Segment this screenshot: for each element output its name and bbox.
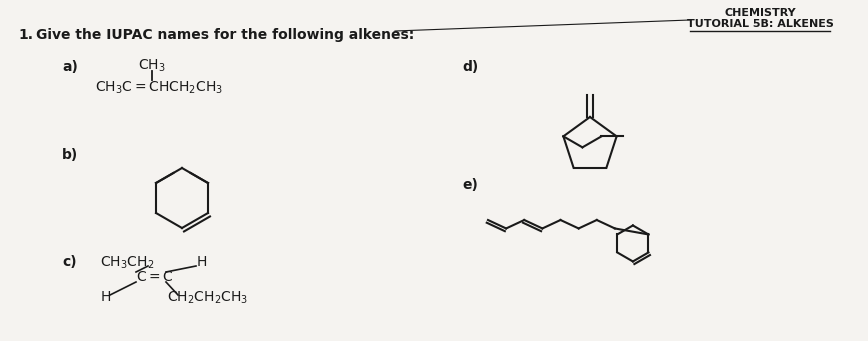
Text: $\mathregular{H}$: $\mathregular{H}$ <box>100 290 111 304</box>
Text: a): a) <box>62 60 78 74</box>
Text: $\mathregular{CH_3CH_2}$: $\mathregular{CH_3CH_2}$ <box>100 255 155 271</box>
Text: TUTORIAL 5B: ALKENES: TUTORIAL 5B: ALKENES <box>687 19 833 29</box>
Text: $\mathregular{C{=}C}$: $\mathregular{C{=}C}$ <box>136 270 174 284</box>
Text: 1.: 1. <box>18 28 33 42</box>
Text: $\mathregular{CH_3C{=}CHCH_2CH_3}$: $\mathregular{CH_3C{=}CHCH_2CH_3}$ <box>95 80 223 97</box>
Text: c): c) <box>62 255 76 269</box>
Text: d): d) <box>462 60 478 74</box>
Text: $\mathregular{H}$: $\mathregular{H}$ <box>196 255 207 269</box>
Text: b): b) <box>62 148 78 162</box>
Text: e): e) <box>462 178 478 192</box>
Text: CHEMISTRY: CHEMISTRY <box>724 8 796 18</box>
Text: Give the IUPAC names for the following alkenes:: Give the IUPAC names for the following a… <box>36 28 414 42</box>
Text: $\mathregular{CH_2CH_2CH_3}$: $\mathregular{CH_2CH_2CH_3}$ <box>167 290 248 307</box>
Text: $\mathregular{CH_3}$: $\mathregular{CH_3}$ <box>138 58 166 74</box>
